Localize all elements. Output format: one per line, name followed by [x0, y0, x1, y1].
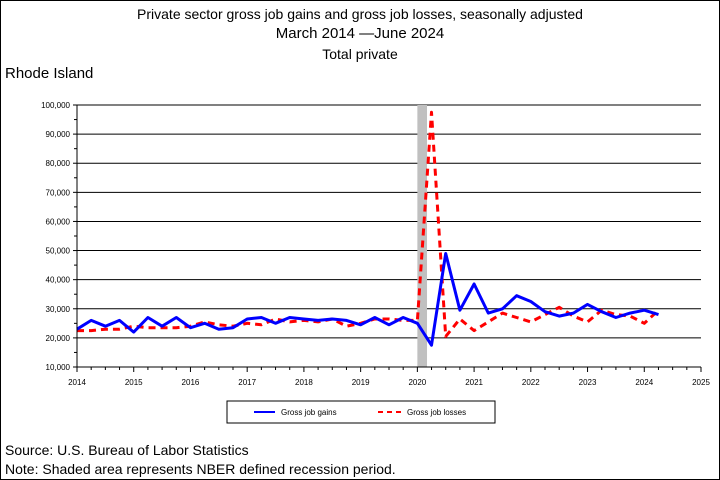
y-tick-label: 50,000 [46, 247, 71, 256]
x-tick-label: 2017 [238, 378, 256, 387]
legend-box [226, 400, 496, 424]
y-tick-label: 40,000 [46, 276, 71, 285]
recession-note: Note: Shaded area represents NBER define… [5, 461, 396, 477]
x-tick-label: 2024 [635, 378, 653, 387]
x-tick-label: 2025 [692, 378, 710, 387]
y-axis-labels: 10,000 20,000 30,000 40,000 50,000 60,000 70,0… [41, 101, 70, 372]
x-tick-label: 2015 [125, 378, 143, 387]
x-axis-labels: 2014 2015 2016 2017 2018 2019 2020 2021 2022 2023… [68, 378, 710, 387]
grid-lines [77, 104, 701, 368]
x-tick-label: 2016 [182, 378, 200, 387]
y-tick-label: 100,000 [41, 101, 70, 110]
y-tick-label: 70,000 [46, 188, 71, 197]
recession-bar [417, 105, 428, 367]
x-tick-label: 2022 [522, 378, 540, 387]
gross-job-losses-line [77, 110, 660, 338]
series-lines [76, 110, 660, 347]
legend-losses-label: Gross job losses [407, 408, 466, 417]
y-tick-label: 30,000 [46, 305, 71, 314]
axes [73, 104, 702, 372]
chart-date-range: March 2014 —June 2024 [275, 25, 445, 42]
x-tick-label: 2021 [465, 378, 483, 387]
x-tick-label: 2020 [408, 378, 426, 387]
chart-series-label: Total private [322, 46, 398, 62]
x-tick-label: 2023 [579, 378, 597, 387]
x-tick-label: 2018 [295, 378, 313, 387]
x-tick-label: 2014 [68, 378, 86, 387]
legend: Gross job gains Gross job losses [226, 400, 496, 424]
y-tick-label: 20,000 [46, 334, 71, 343]
chart-plot: 10,000 20,000 30,000 40,000 50,000 60,000 70,0… [41, 101, 710, 424]
x-tick-label: 2019 [352, 378, 370, 387]
region-label: Rhode Island [5, 65, 94, 82]
chart-title: Private sector gross job gains and gross… [137, 6, 583, 22]
y-tick-label: 60,000 [46, 217, 71, 226]
y-tick-label: 90,000 [46, 130, 71, 139]
source-note: Source: U.S. Bureau of Labor Statistics [5, 442, 249, 458]
y-tick-label: 10,000 [46, 363, 71, 372]
recession-shading [417, 105, 428, 367]
gross-job-gains-line [76, 252, 659, 347]
legend-gains-label: Gross job gains [281, 408, 337, 417]
y-tick-label: 80,000 [46, 159, 71, 168]
